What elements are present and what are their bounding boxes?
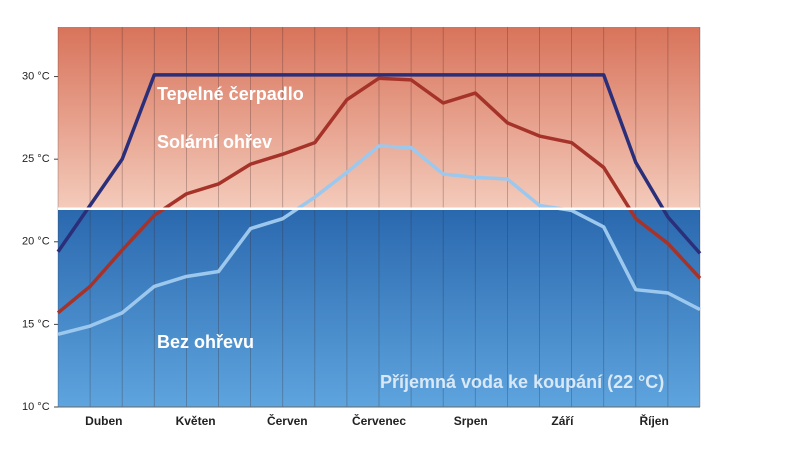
series-label: Tepelné čerpadlo xyxy=(157,84,304,104)
x-tick-label: Srpen xyxy=(454,414,488,428)
series-line xyxy=(56,73,702,255)
x-tick-label: Říjen xyxy=(639,413,668,428)
y-tick-label: 20 °C xyxy=(22,236,50,248)
cool-zone xyxy=(58,208,700,407)
warm-zone xyxy=(58,27,700,209)
y-tick-label: 30 °C xyxy=(22,70,50,82)
y-tick-label: 15 °C xyxy=(22,318,50,330)
series-label: Bez ohřevu xyxy=(157,332,254,352)
y-tick-label: 25 °C xyxy=(22,153,50,165)
x-tick-label: Červen xyxy=(267,413,308,428)
x-tick-label: Duben xyxy=(85,414,122,428)
x-tick-label: Září xyxy=(551,414,574,428)
threshold-label: Příjemná voda ke koupání (22 °C) xyxy=(380,372,664,392)
x-tick-label: Červenec xyxy=(352,413,406,428)
series-line xyxy=(57,144,701,336)
x-tick-label: Květen xyxy=(176,414,216,428)
series-label: Solární ohřev xyxy=(157,132,272,152)
y-tick-label: 10 °C xyxy=(22,401,50,413)
plot-background xyxy=(58,27,700,407)
